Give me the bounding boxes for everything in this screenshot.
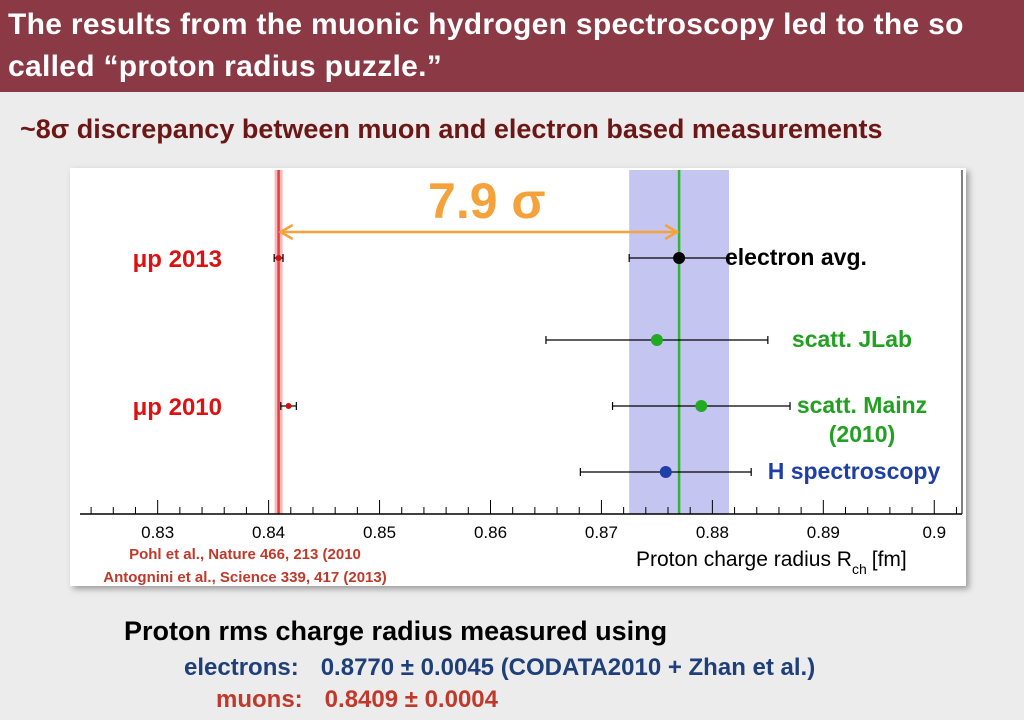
chart-panel: 0.83 0.84 0.85 0.86 0.87 0.88 0.89 0.9 Proton ch… (70, 168, 966, 586)
data-point (650, 334, 663, 346)
data-point (659, 466, 672, 478)
x-tick-label: 0.89 (807, 523, 840, 542)
electron-result-value: 0.8770 ± 0.0045 (CODATA2010 + Zhan et al… (320, 654, 816, 681)
header-banner: The results from the muonic hydrogen spe… (0, 0, 1024, 92)
point-label: electron avg. (725, 244, 867, 270)
x-tick-label: 0.87 (585, 523, 618, 542)
data-point (673, 252, 686, 264)
sigma-arrow-head-right (664, 223, 680, 241)
data-point (275, 255, 282, 261)
muon-result-value: 0.8409 ± 0.0004 (324, 686, 498, 713)
x-tick-label: 0.84 (252, 523, 285, 542)
point-label: scatt. JLab (792, 326, 912, 352)
x-tick-label: 0.85 (363, 523, 396, 542)
sigma-annotation: 7.9 σ (428, 173, 546, 229)
slide-subtitle: ~8σ discrepancy between muon and electro… (20, 114, 883, 144)
point-label: H spectroscopy (768, 458, 941, 484)
electron-result-label: electrons: (184, 654, 299, 681)
point-label-line2: (2010) (829, 421, 895, 447)
muon-result: muons: 0.8409 ± 0.0004 (216, 686, 498, 714)
x-tick-label: 0.83 (141, 523, 174, 542)
sigma-arrow-head-left (278, 223, 294, 241)
x-tick-label: 0.88 (696, 523, 729, 542)
muon-result-label: muons: (216, 686, 303, 713)
summary-title: Proton rms charge radius measured using (124, 616, 668, 646)
x-tick-label: 0.86 (474, 523, 507, 542)
x-tick-label: 0.9 (922, 523, 946, 542)
data-point (285, 403, 292, 409)
reference-pohl: Pohl et al., Nature 466, 213 (2010 (129, 546, 361, 563)
slide-title: The results from the muonic hydrogen spe… (8, 8, 964, 83)
point-label: μp 2013 (133, 246, 222, 273)
data-point (695, 400, 708, 412)
proton-radius-chart: 0.83 0.84 0.85 0.86 0.87 0.88 0.89 0.9 Proton ch… (80, 170, 963, 586)
reference-antognini: Antognini et al., Science 339, 417 (2013… (103, 569, 386, 586)
electron-result: electrons: 0.8770 ± 0.0045 (CODATA2010 + … (184, 654, 815, 682)
point-label: μp 2010 (133, 394, 222, 421)
x-axis-label: Proton charge radius Rch [fm] (636, 548, 907, 577)
point-label: scatt. Mainz (797, 392, 927, 418)
